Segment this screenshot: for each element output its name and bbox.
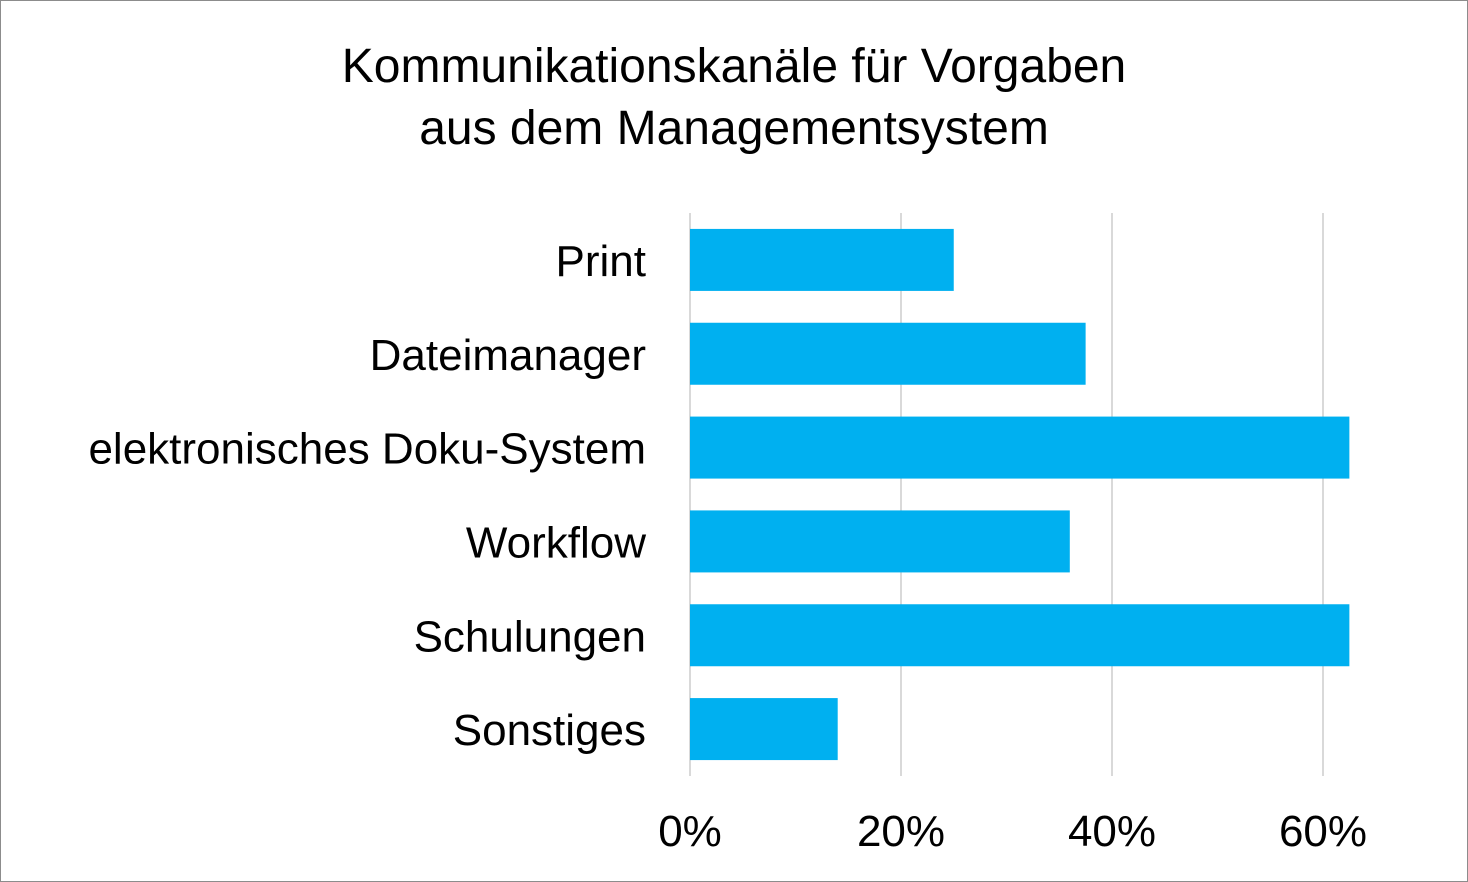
bar: [690, 604, 1350, 667]
bar: [690, 416, 1350, 479]
x-tick-label: 0%: [658, 807, 722, 856]
bar: [690, 228, 954, 291]
category-label: elektronisches Doku-System: [88, 425, 646, 474]
category-label: Print: [556, 237, 646, 286]
gridlines: [689, 213, 1324, 776]
x-tick-label: 40%: [1068, 807, 1156, 856]
category-label: Schulungen: [414, 612, 646, 661]
category-label: Workflow: [466, 518, 646, 567]
tick-labels: 0% 20% 40% 60%: [658, 807, 1367, 856]
bars: [690, 228, 1350, 761]
bar: [690, 698, 838, 761]
bar: [690, 322, 1086, 385]
chart-title-line-1: Kommunikationskanäle für Vorgaben: [341, 40, 1127, 93]
category-labels: Print Dateimanager elektronisches Doku-Sys…: [88, 237, 646, 755]
x-tick-label: 60%: [1279, 807, 1367, 856]
category-label: Dateimanager: [370, 331, 646, 380]
bar: [690, 510, 1070, 573]
category-label: Sonstiges: [453, 706, 646, 755]
chart-title: Kommunikationskanäle für Vorgaben aus de…: [0, 36, 1468, 160]
chart-title-line-2: aus dem Managementsystem: [419, 102, 1049, 155]
x-tick-label: 20%: [857, 807, 945, 856]
